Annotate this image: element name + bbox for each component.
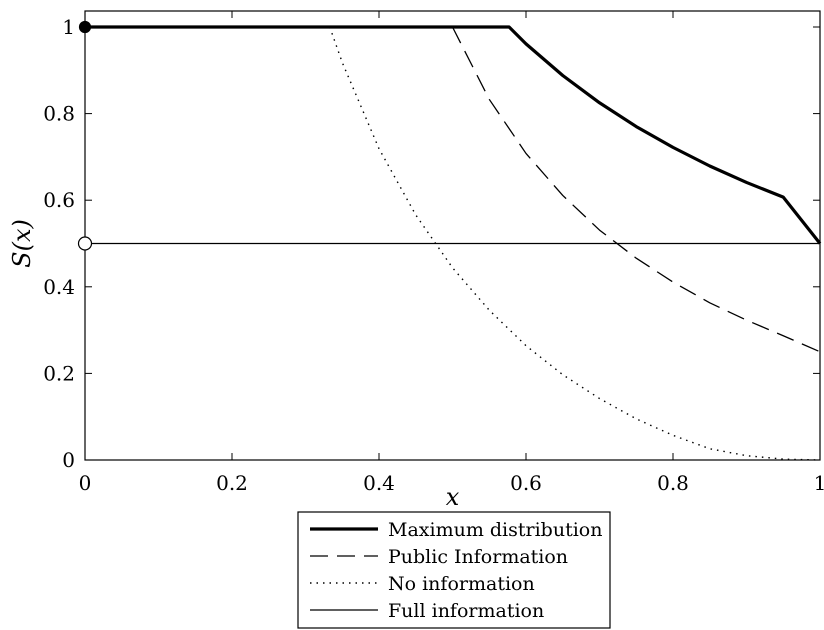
x-tick-label: 0.2 xyxy=(216,471,248,495)
series-line-1 xyxy=(451,26,821,353)
ticks-layer: 0 0.2 0.4 0.6 0.8 1 0 0.2 0.4 0.6 0.8 1 xyxy=(43,11,824,495)
legend-label-1: Public Information xyxy=(388,546,568,568)
x-tick-label: 0 xyxy=(79,471,92,495)
y-tick-label: 0.2 xyxy=(43,361,75,385)
x-axis-label: x xyxy=(446,483,460,511)
legend-box xyxy=(297,511,611,629)
legend-label-3: Full information xyxy=(388,600,544,622)
legend: Maximum distribution Public Information No… xyxy=(297,511,611,629)
y-axis-label: S(x) xyxy=(8,219,36,268)
series-layer xyxy=(85,25,822,461)
plot-area xyxy=(84,10,821,461)
series-line-2 xyxy=(329,26,821,461)
y-tick-label: 0.6 xyxy=(43,188,75,212)
y-tick-label: 0 xyxy=(62,448,75,472)
legend-label-2: No information xyxy=(388,573,535,595)
plot-frame xyxy=(84,10,821,461)
legend-label-0: Maximum distribution xyxy=(388,519,602,541)
x-tick-label: 0.8 xyxy=(657,471,689,495)
x-tick-label: 0.6 xyxy=(510,471,542,495)
y-tick-label: 0.8 xyxy=(43,102,75,126)
x-tick-label: 0.4 xyxy=(363,471,395,495)
y-tick-label: 0.4 xyxy=(43,275,75,299)
x-tick-label: 1 xyxy=(814,471,824,495)
y-tick-label: 1 xyxy=(62,15,75,39)
open-point-marker xyxy=(77,236,93,251)
series-line-0 xyxy=(85,25,822,245)
